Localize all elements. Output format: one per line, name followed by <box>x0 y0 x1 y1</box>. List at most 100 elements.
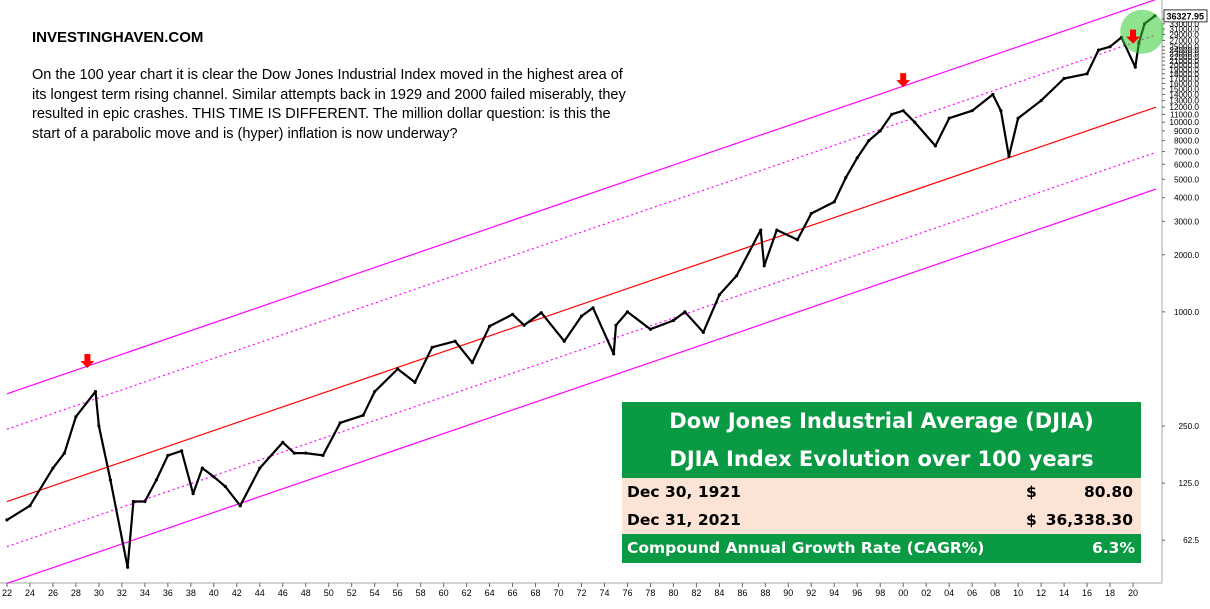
price-point <box>867 138 871 143</box>
price-point <box>701 330 705 334</box>
y-tick-label: 12000.0 <box>1169 103 1199 112</box>
x-tick-label: 90 <box>783 588 793 598</box>
price-point <box>901 109 905 113</box>
price-point <box>1085 72 1089 76</box>
start-value-row: Dec 30, 1921 $ 80.80 <box>622 478 1141 506</box>
x-tick-label: 36 <box>163 588 173 598</box>
y-tick-label: 29000.0 <box>1169 30 1199 39</box>
x-tick-label: 40 <box>209 588 219 598</box>
x-tick-label: 38 <box>186 588 196 598</box>
price-point <box>735 274 739 278</box>
y-axis: 62.5 125.0 250.0 1000.0 2000.0 3000.0 4000.0 50… <box>1162 9 1208 545</box>
cagr-row: Compound Annual Growth Rate (CAGR%) 6.3% <box>622 534 1141 563</box>
y-tick-label: 11000.0 <box>1170 110 1199 119</box>
x-tick-label: 78 <box>645 588 655 598</box>
price-point <box>671 318 676 323</box>
x-tick-label: 52 <box>347 588 357 598</box>
peak-arrow-icon <box>896 73 911 88</box>
price-point <box>878 129 882 133</box>
price-point <box>614 323 618 327</box>
x-tick-label: 70 <box>554 588 564 598</box>
price-point <box>93 389 98 394</box>
price-point <box>591 306 595 310</box>
price-point <box>683 310 687 314</box>
y-tick-label: 18000.0 <box>1169 70 1199 79</box>
price-point <box>625 310 630 314</box>
cagr-label: Compound Annual Growth Rate (CAGR%) <box>627 539 985 557</box>
price-point <box>74 415 78 419</box>
y-tick-label: 125.0 <box>1179 479 1200 488</box>
price-point <box>562 339 566 343</box>
x-tick-label: 16 <box>1082 588 1092 598</box>
x-tick-label: 84 <box>714 588 724 598</box>
price-point <box>108 478 113 482</box>
price-point <box>281 440 285 444</box>
price-point <box>970 109 974 113</box>
x-tick-label: 06 <box>967 588 977 598</box>
price-point <box>200 466 204 470</box>
y-tick-label: 6000.0 <box>1174 160 1199 169</box>
price-point <box>991 92 995 97</box>
x-tick-label: 80 <box>668 588 678 598</box>
price-point <box>292 451 296 455</box>
price-point <box>304 451 308 455</box>
price-point <box>510 312 515 316</box>
y-tick-label: 8000.0 <box>1174 137 1199 146</box>
chart-description: On the 100 year chart it is clear the Do… <box>32 67 626 142</box>
x-tick-label: 08 <box>990 588 1000 598</box>
price-point <box>947 116 951 120</box>
x-tick-label: 96 <box>852 588 862 598</box>
y-axis-panel <box>1162 0 1210 609</box>
price-point <box>775 228 779 232</box>
price-point <box>373 389 377 394</box>
price-point <box>890 112 894 116</box>
y-tick-label: 17000.0 <box>1169 74 1199 83</box>
channel-lower-line <box>6 188 1157 584</box>
price-point <box>855 156 859 160</box>
peak-arrow-icon <box>80 354 95 369</box>
panel-title: Dow Jones Industrial Average (DJIA) <box>622 402 1141 440</box>
x-tick-label: 48 <box>301 588 311 598</box>
brand-title: INVESTINGHAVEN.COM <box>32 29 204 46</box>
y-tick-label: 1000.0 <box>1174 308 1199 317</box>
y-tick-label: 19000.0 <box>1169 65 1199 74</box>
price-point <box>154 478 158 482</box>
y-tick-label: 20000.0 <box>1169 61 1199 70</box>
y-tick-label: 5000.0 <box>1174 175 1199 184</box>
price-point <box>166 453 170 458</box>
x-tick-label: 54 <box>370 588 380 598</box>
summary-panel: Dow Jones Industrial Average (DJIA) DJIA… <box>622 402 1141 564</box>
djia-price-line <box>6 15 1156 569</box>
x-tick-label: 82 <box>691 588 701 598</box>
x-tick-label: 00 <box>898 588 908 598</box>
x-tick-label: 46 <box>278 588 288 598</box>
y-tick-label: 22000.0 <box>1169 53 1199 62</box>
y-tick-label: 14000.0 <box>1169 90 1199 99</box>
cagr-value: 6.3% <box>1092 539 1135 557</box>
price-point <box>338 421 342 425</box>
price-point <box>762 264 766 268</box>
end-value-row: Dec 31, 2021 $ 36,338.30 <box>622 506 1141 534</box>
price-point <box>97 424 101 428</box>
x-tick-label: 34 <box>140 588 150 598</box>
price-point <box>131 499 135 504</box>
x-tick-label: 22 <box>2 588 12 598</box>
price-point <box>933 144 937 148</box>
price-point <box>579 314 584 318</box>
x-tick-label: 66 <box>508 588 518 598</box>
price-point <box>1096 48 1101 52</box>
y-tick-label: 13000.0 <box>1169 97 1199 106</box>
price-point <box>913 120 917 124</box>
price-point <box>487 324 492 328</box>
price-point <box>999 109 1003 113</box>
price-point <box>5 518 9 522</box>
x-tick-label: 76 <box>622 588 632 598</box>
price-point <box>396 367 400 371</box>
x-tick-label: 26 <box>48 588 58 598</box>
x-tick-label: 64 <box>485 588 495 598</box>
price-point <box>212 475 216 479</box>
last-price-box <box>1163 9 1208 23</box>
price-point <box>28 504 32 508</box>
y-tick-label: 3000.0 <box>1174 217 1199 226</box>
